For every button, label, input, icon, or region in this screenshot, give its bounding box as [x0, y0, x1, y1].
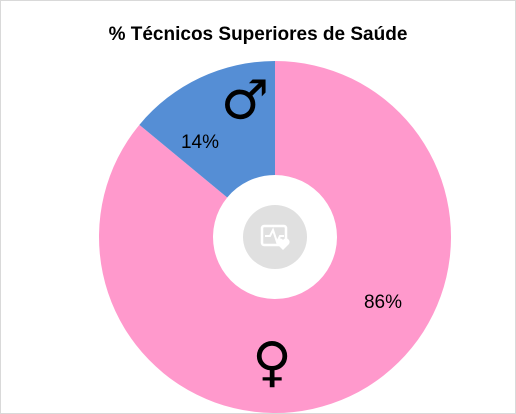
gender-symbol: ♀ — [252, 331, 292, 394]
center-icon — [243, 205, 307, 269]
donut-slice — [99, 61, 452, 414]
gender-symbol: ♂ — [221, 69, 269, 132]
donut — [99, 61, 452, 414]
chart-title: % Técnicos Superiores de Saúde — [109, 24, 408, 45]
donut-slice — [139, 61, 275, 198]
data-label: 14% — [181, 132, 219, 153]
data-label: 86% — [364, 292, 402, 313]
